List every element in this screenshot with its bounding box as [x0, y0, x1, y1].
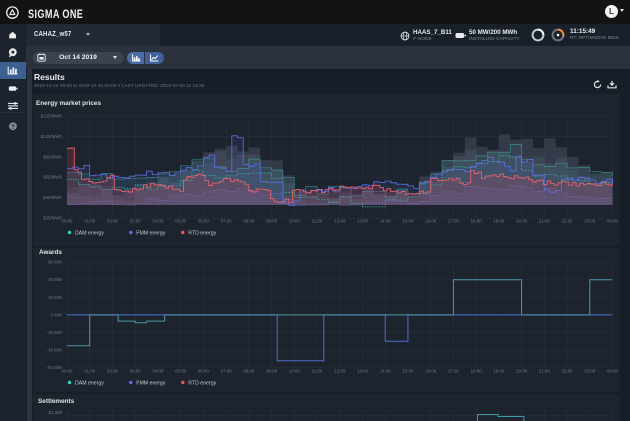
svg-text:10:00: 10:00: [289, 219, 301, 224]
svg-text:60 MW: 60 MW: [48, 260, 63, 265]
svg-text:$25/MWh: $25/MWh: [43, 216, 62, 221]
svg-text:02:00: 02:00: [107, 219, 119, 224]
svg-text:?: ?: [11, 125, 15, 131]
svg-text:08:00: 08:00: [243, 369, 255, 374]
svg-text:16:00: 16:00: [425, 369, 437, 374]
svg-text:$45/MWh: $45/MWh: [43, 195, 62, 200]
svg-text:17:00: 17:00: [448, 369, 460, 374]
svg-text:17:00: 17:00: [448, 219, 460, 224]
svg-text:00:00: 00:00: [62, 369, 74, 374]
svg-text:05:00: 05:00: [175, 369, 187, 374]
svg-text:15:00: 15:00: [402, 219, 414, 224]
svg-text:21:00: 21:00: [539, 369, 551, 374]
svg-text:22:00: 22:00: [562, 219, 574, 224]
svg-text:18:00: 18:00: [471, 369, 483, 374]
svg-text:20:00: 20:00: [516, 369, 528, 374]
svg-text:12:00: 12:00: [334, 369, 346, 374]
svg-text:23:00: 23:00: [584, 369, 596, 374]
svg-text:DAM energy: DAM energy: [75, 381, 104, 387]
svg-text:08:00: 08:00: [243, 219, 255, 224]
svg-text:09:00: 09:00: [266, 219, 278, 224]
svg-text:12:00: 12:00: [334, 219, 346, 224]
svg-text:FMM energy: FMM energy: [136, 231, 166, 237]
svg-text:01:00: 01:00: [84, 369, 96, 374]
svg-text:10:00: 10:00: [289, 369, 301, 374]
svg-text:06:00: 06:00: [198, 369, 210, 374]
svg-text:13:00: 13:00: [357, 219, 369, 224]
svg-text:40 MW: 40 MW: [48, 277, 63, 282]
svg-text:22:00: 22:00: [562, 369, 574, 374]
svg-text:RTD energy: RTD energy: [188, 381, 216, 387]
svg-text:03:00: 03:00: [130, 369, 142, 374]
svg-text:00:00: 00:00: [607, 369, 619, 374]
svg-text:20:00: 20:00: [516, 219, 528, 224]
svg-text:01:00: 01:00: [84, 219, 96, 224]
svg-text:23:00: 23:00: [584, 219, 596, 224]
svg-text:RTD energy: RTD energy: [188, 231, 216, 237]
svg-text:$65/MWh: $65/MWh: [43, 175, 62, 180]
svg-text:19:00: 19:00: [493, 219, 505, 224]
svg-text:06:00: 06:00: [198, 219, 210, 224]
svg-text:15:00: 15:00: [402, 369, 414, 374]
svg-text:02:00: 02:00: [107, 369, 119, 374]
svg-text:19:00: 19:00: [493, 369, 505, 374]
svg-text:04:00: 04:00: [152, 219, 164, 224]
svg-text:18:00: 18:00: [471, 219, 483, 224]
svg-text:14:00: 14:00: [380, 369, 392, 374]
svg-text:16:00: 16:00: [425, 219, 437, 224]
svg-text:00:00: 00:00: [62, 219, 74, 224]
svg-text:09:00: 09:00: [266, 369, 278, 374]
svg-text:20 MW: 20 MW: [48, 295, 63, 300]
svg-text:-60 MW: -60 MW: [47, 365, 63, 370]
svg-text:07:00: 07:00: [221, 369, 233, 374]
svg-text:03:00: 03:00: [130, 219, 142, 224]
svg-text:04:00: 04:00: [152, 369, 164, 374]
svg-text:13:00: 13:00: [357, 369, 369, 374]
svg-text:0 MW: 0 MW: [51, 312, 63, 317]
svg-text:-40 MW: -40 MW: [47, 348, 63, 353]
svg-text:$105/MWh: $105/MWh: [41, 134, 63, 139]
svg-text:14:00: 14:00: [380, 219, 392, 224]
svg-text:$125/MWh: $125/MWh: [41, 114, 63, 119]
svg-text:-20 MW: -20 MW: [47, 330, 63, 335]
svg-text:00:00: 00:00: [607, 219, 619, 224]
svg-text:07:00: 07:00: [221, 219, 233, 224]
svg-text:$85/MWh: $85/MWh: [43, 154, 62, 159]
svg-text:21:00: 21:00: [539, 219, 551, 224]
svg-text:FMM energy: FMM energy: [136, 381, 166, 387]
svg-text:05:00: 05:00: [175, 219, 187, 224]
svg-text:11:00: 11:00: [312, 369, 323, 374]
svg-text:$1,300: $1,300: [49, 410, 63, 415]
svg-text:DAM energy: DAM energy: [75, 231, 104, 237]
svg-text:11:00: 11:00: [312, 219, 323, 224]
